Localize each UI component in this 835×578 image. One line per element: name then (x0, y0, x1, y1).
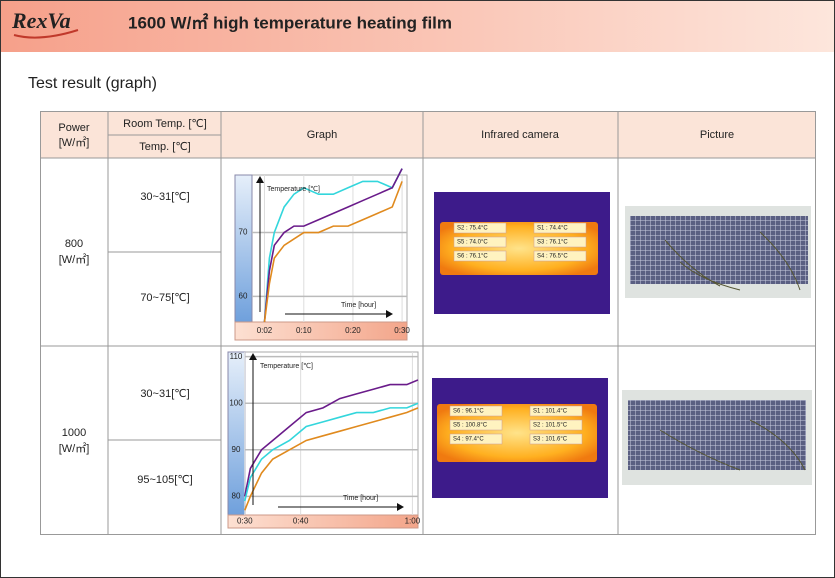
x-tick-label: 0:20 (345, 326, 361, 335)
header-cell: Graph (307, 129, 338, 141)
temp-cell: 70~75[℃] (140, 292, 189, 304)
series-line (263, 181, 403, 323)
ir-label: S2 : 101.5°C (533, 423, 568, 429)
ir-label-box (453, 222, 507, 234)
x-band (227, 514, 419, 529)
series-line (263, 168, 403, 323)
table-lines (40, 111, 816, 535)
series-line (243, 402, 419, 502)
ir-label: S2 : 75.4°C (457, 226, 488, 232)
series-line (244, 407, 419, 511)
ir-label: S3 : 76.1°C (537, 240, 568, 246)
table: Power [W/㎡] Room Temp. [℃] Temp. [℃] Gra… (40, 111, 816, 535)
y-tick-label: 70 (239, 228, 248, 237)
film-mesh (628, 400, 806, 470)
ir-label-box (533, 250, 587, 262)
header-cell: Power (58, 122, 90, 134)
ir-label-box (449, 405, 503, 417)
y-axis-label: Temperature [℃] (260, 363, 313, 370)
x-tick-label: 0:10 (296, 326, 312, 335)
logo: RexVa (11, 8, 71, 33)
header-cell: Infrared camera (481, 129, 560, 141)
ir-label: S6 : 76.1°C (457, 254, 488, 260)
ir-label-box (449, 419, 503, 431)
ir-label: S4 : 76.5°C (537, 254, 568, 260)
header-bar (1, 1, 834, 52)
x-tick-label: 0:40 (293, 517, 309, 526)
plot-bg (234, 174, 408, 323)
plot-bg (227, 351, 419, 516)
y-tick-label: 60 (239, 292, 248, 301)
ir-label-box (529, 433, 583, 445)
ir-label: S3 : 101.6°C (533, 437, 568, 443)
x-band (234, 321, 408, 341)
ir-label: S6 : 96.1°C (453, 409, 484, 415)
ir-label-box (529, 405, 583, 417)
power-cell: 1000 (62, 427, 86, 439)
x-tick-label: 1:00 (405, 517, 421, 526)
wires (664, 231, 801, 291)
ir-label-box (533, 236, 587, 248)
ir-film (440, 222, 598, 275)
y-axis-label: Temperature [℃] (267, 186, 320, 193)
power-unit: [W/㎡] (59, 442, 90, 455)
series-line (263, 168, 403, 323)
header-cell: Room Temp. [℃] (123, 118, 207, 130)
power-unit: [W/㎡] (59, 253, 90, 266)
temp-cell: 95~105[℃] (137, 474, 192, 486)
series-line (243, 379, 419, 497)
ir-label: S5 : 100.8°C (453, 423, 488, 429)
logo-swoosh (13, 29, 79, 39)
y-tick-label: 80 (232, 491, 241, 500)
wires (659, 419, 806, 471)
header-cell: Picture (700, 129, 734, 141)
ir-label: S1 : 74.4°C (537, 226, 568, 232)
photo (622, 206, 812, 485)
ir-label-box (453, 236, 507, 248)
ir-film (437, 404, 597, 462)
x-axis-label: Time [hour] (343, 495, 378, 502)
header-title: 1600 W/㎡ high temperature heating film (128, 12, 452, 32)
ir-label-box (529, 419, 583, 431)
x-tick-label: 0:02 (257, 326, 273, 335)
power-cell: 800 (65, 238, 83, 250)
header-cell: Temp. [℃] (139, 141, 190, 153)
subtitle: Test result (graph) (28, 75, 157, 92)
table-border (40, 111, 816, 535)
y-tick-label: 110 (230, 352, 243, 361)
y-tick-label: 90 (232, 445, 241, 454)
ir-label: S5 : 74.0°C (457, 240, 488, 246)
ir-label-box (449, 433, 503, 445)
room-temp-cell: 30~31[℃] (140, 191, 189, 203)
ir-label: S4 : 97.4°C (453, 437, 484, 443)
x-axis-label: Time [hour] (341, 302, 376, 309)
ir-label-box (533, 222, 587, 234)
ir-label: S1 : 101.4°C (533, 409, 568, 415)
y-tick-label: 100 (229, 398, 243, 407)
film-mesh (630, 216, 808, 284)
room-temp-cell: 30~31[℃] (140, 388, 189, 400)
header-cell: [W/㎡] (59, 136, 90, 149)
x-tick-label: 0:30 (394, 326, 410, 335)
x-tick-label: 0:30 (237, 517, 253, 526)
ir-label-box (453, 250, 507, 262)
